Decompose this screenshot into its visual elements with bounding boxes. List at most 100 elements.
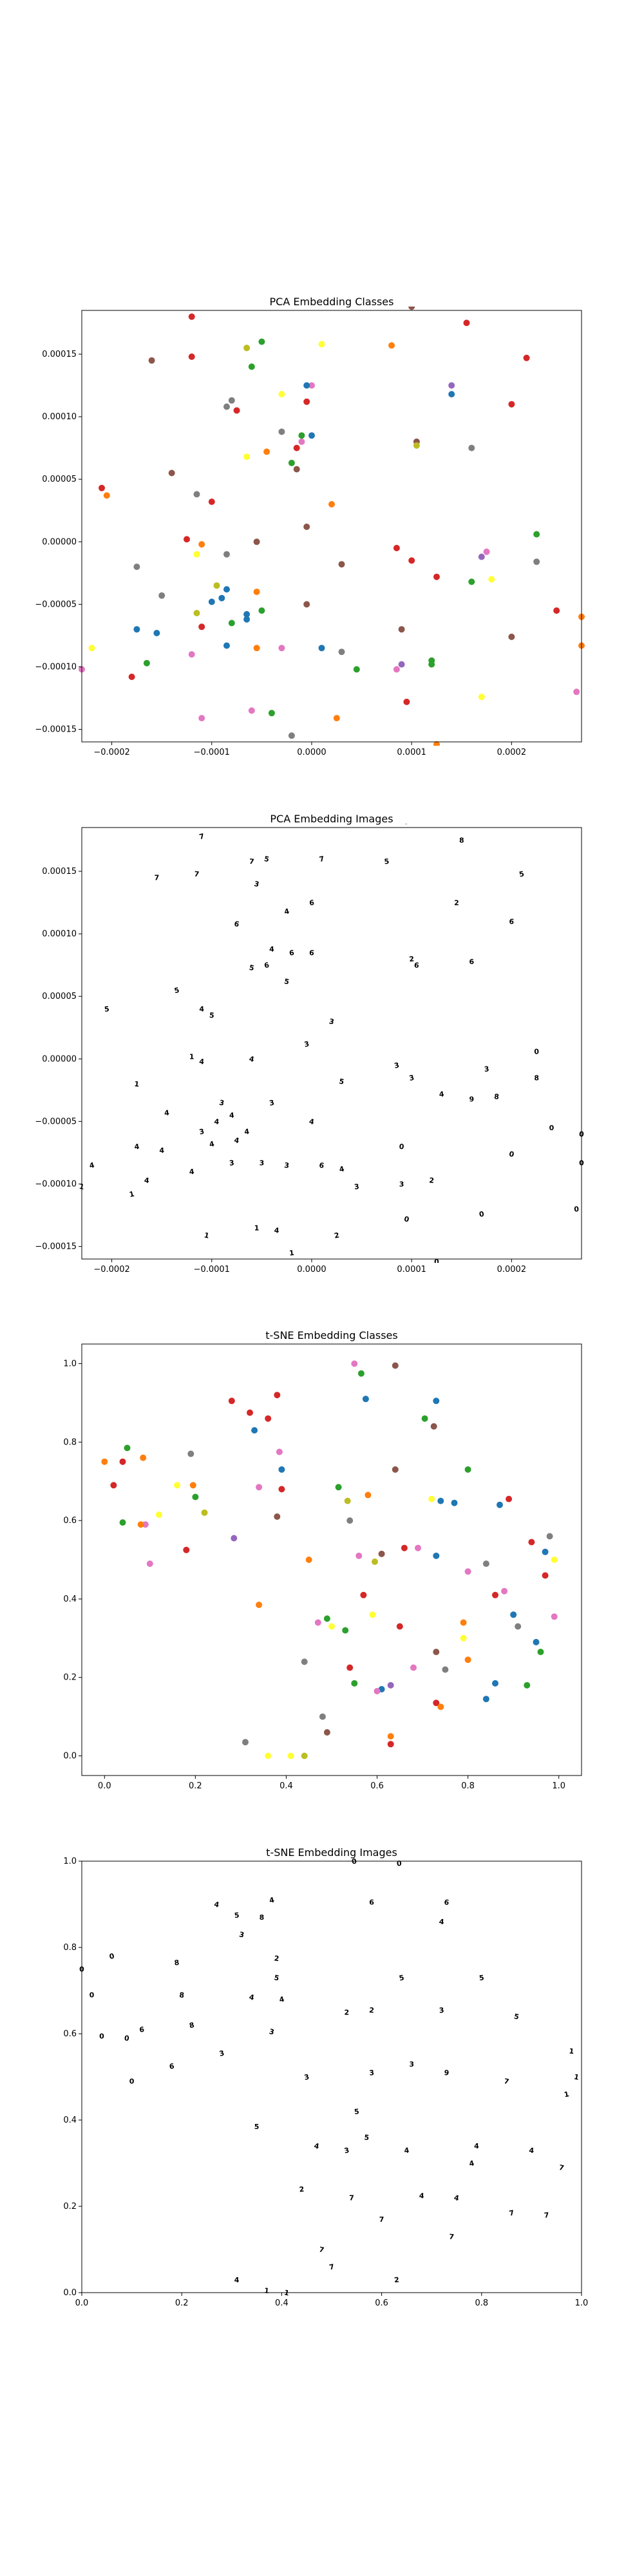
scatter-point (253, 538, 260, 545)
digit-thumbnail: 0 (478, 1209, 486, 1218)
scatter-point (242, 1739, 249, 1746)
scatter-point (301, 1658, 308, 1665)
digit-thumbnail: 5 (273, 1973, 279, 1982)
scatter-point (228, 1397, 235, 1405)
scatter-point (335, 1484, 342, 1491)
scatter-point (388, 342, 395, 349)
digit-thumbnail: 7 (544, 2211, 549, 2220)
digit-thumbnail: 3 (354, 1182, 359, 1191)
digit-thumbnail: 7 (558, 2163, 565, 2172)
x-tick-label: 0.8 (475, 2298, 488, 2308)
scatter-point (551, 1557, 558, 1563)
digit-thumbnail: 5 (399, 1973, 405, 1982)
digit-thumbnail: 4 (404, 2146, 410, 2155)
scatter-point (103, 492, 110, 499)
plot-area (101, 1360, 558, 1759)
y-tick-label: 0.00005 (42, 475, 77, 484)
digit-thumbnail: 4 (214, 1117, 220, 1126)
digit-thumbnail: 2 (393, 2276, 399, 2285)
scatter-point (378, 1550, 385, 1557)
digit-thumbnail: 3 (253, 880, 260, 889)
scatter-point (119, 1458, 126, 1465)
y-tick-label: 0.00000 (42, 1054, 77, 1064)
scatter-point (174, 1482, 181, 1489)
scatter-point (421, 1415, 428, 1422)
y-tick-label: 0.6 (63, 2029, 77, 2039)
digit-thumbnail: 4 (249, 1993, 256, 2002)
scatter-point (464, 1568, 471, 1575)
scatter-point (223, 642, 230, 649)
scatter-point (468, 444, 475, 451)
scatter-point (128, 674, 135, 680)
chart-title: PCA Embedding Images (270, 813, 393, 825)
digit-thumbnail: 5 (283, 977, 290, 986)
digit-thumbnail: 7 (449, 2233, 455, 2242)
digit-thumbnail: 2 (334, 1231, 340, 1240)
digit-thumbnail: 4 (134, 1142, 140, 1151)
digit-thumbnail: 3 (369, 2069, 375, 2078)
scatter-point (253, 589, 260, 595)
scatter-point (542, 1572, 549, 1579)
x-tick-label: 0.4 (279, 1781, 293, 1791)
scatter-point (243, 611, 251, 618)
digit-thumbnail: 8 (179, 1991, 185, 2000)
scatter-point (183, 1546, 190, 1553)
digit-thumbnail: 2 (274, 1954, 279, 1963)
digit-thumbnail: 1 (134, 1080, 140, 1089)
y-tick-label: 0.00010 (42, 412, 77, 422)
y-tick-label: 0.8 (63, 1943, 77, 1953)
scatter-point (365, 1492, 372, 1499)
scatter-point (387, 1741, 394, 1748)
y-tick-label: 0.6 (63, 1516, 77, 1526)
digit-thumbnail: 6 (509, 917, 515, 926)
y-tick-label: −0.00005 (35, 1117, 77, 1126)
y-tick-label: 0.4 (63, 1595, 77, 1604)
y-tick-label: 0.0 (63, 2288, 77, 2298)
scatter-point (488, 576, 495, 583)
scatter-point (508, 401, 515, 408)
scatter-point (430, 1423, 437, 1430)
scatter-point (501, 1587, 508, 1595)
scatter-point (298, 432, 305, 439)
scatter-point (278, 391, 285, 398)
scatter-point (189, 1482, 196, 1489)
y-tick-label: 1.0 (63, 1857, 77, 1866)
chart-title: PCA Embedding Classes (270, 296, 394, 308)
scatter-point (393, 545, 400, 551)
scatter-point (342, 1627, 349, 1634)
y-tick-label: −0.00010 (35, 662, 77, 672)
scatter-point (248, 707, 255, 714)
scatter-point (243, 345, 251, 352)
scatter-point (101, 1458, 108, 1465)
scatter-point (468, 578, 475, 585)
scatter-point (360, 1591, 367, 1598)
x-tick-label: 1.0 (575, 2298, 589, 2308)
scatter-point (223, 586, 230, 593)
digit-thumbnail: 3 (198, 1127, 205, 1136)
y-tick-label: −0.00005 (35, 600, 77, 609)
scatter-point (258, 338, 265, 345)
scatter-point (433, 741, 440, 746)
digit-thumbnail: 7 (318, 2245, 325, 2254)
y-tick-label: 0.4 (63, 2116, 77, 2125)
scatter-point (323, 1729, 330, 1736)
scatter-point (448, 382, 455, 389)
digit-thumbnail: 5 (513, 2012, 520, 2022)
scatter-point (433, 573, 440, 580)
digit-thumbnail: 0 (90, 1991, 95, 2000)
scatter-point (362, 1396, 369, 1403)
digit-thumbnail: 4 (244, 1127, 250, 1136)
digit-thumbnail: 4 (229, 1112, 234, 1120)
x-tick-label: −0.0001 (194, 1265, 230, 1274)
scatter-point (464, 1466, 471, 1473)
digit-thumbnail: 2 (454, 899, 459, 907)
scatter-point (276, 1448, 283, 1455)
scatter-point (265, 1752, 272, 1759)
digit-thumbnail: 3 (303, 2072, 310, 2081)
scatter-point (497, 1501, 503, 1508)
digit-thumbnail: 4 (213, 1900, 220, 1909)
digit-thumbnail: 6 (444, 1898, 450, 1907)
scatter-point (328, 501, 335, 507)
digit-thumbnail: 4 (274, 1226, 279, 1235)
